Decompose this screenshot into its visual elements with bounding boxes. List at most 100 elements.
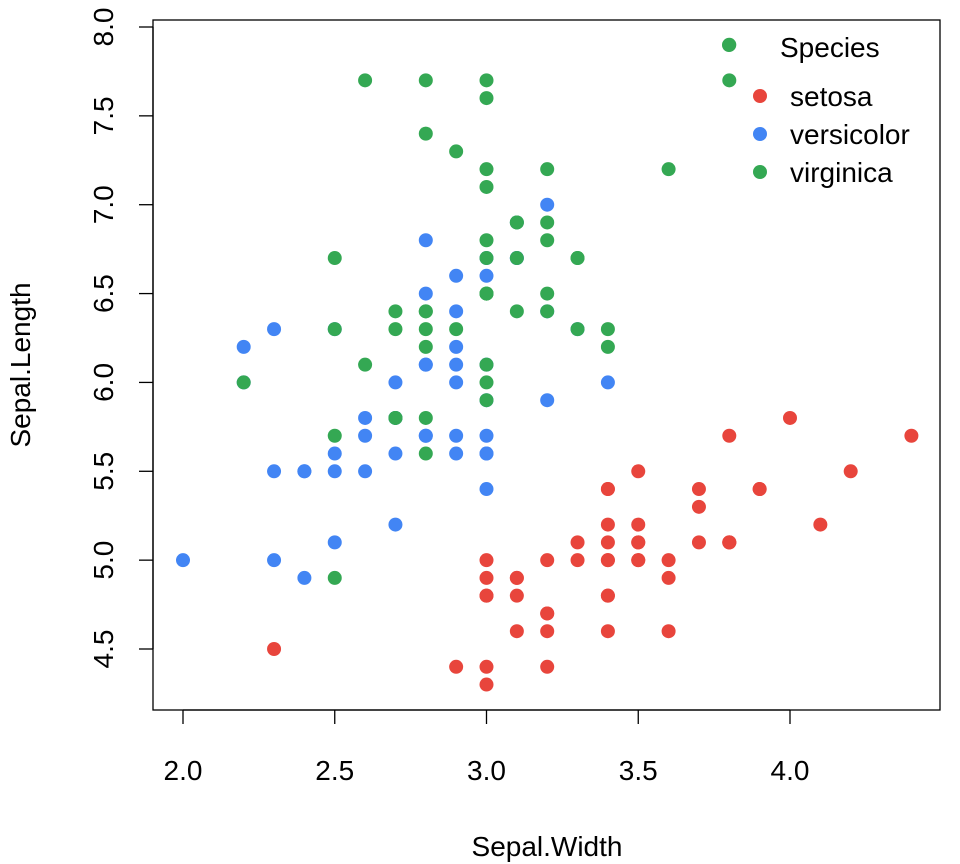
point-setosa [600,482,615,497]
point-virginica [479,233,494,248]
point-versicolor [327,446,342,461]
point-setosa [631,535,646,550]
y-axis: 4.5 5.0 5.5 6.0 6.5 7.0 7.5 8.0 [88,8,154,669]
x-axis: 2.0 2.5 3.0 3.5 4.0 [164,709,810,786]
point-virginica [479,162,494,177]
point-virginica [479,251,494,266]
point-virginica [449,322,464,337]
point-virginica [418,126,433,141]
point-virginica [540,215,555,230]
point-versicolor [479,446,494,461]
point-versicolor [388,446,403,461]
legend-marker-versicolor [753,127,767,141]
point-virginica [509,215,524,230]
point-virginica [418,339,433,354]
point-setosa [631,464,646,479]
point-virginica [479,357,494,372]
point-virginica [479,73,494,88]
point-setosa [540,659,555,674]
point-setosa [600,517,615,532]
legend-entry-virginica: virginica [790,157,893,188]
point-setosa [540,624,555,639]
point-setosa [600,553,615,568]
y-tick-label: 6.5 [88,274,119,313]
point-virginica [479,286,494,301]
point-versicolor [327,464,342,479]
point-versicolor [540,393,555,408]
point-versicolor [479,482,494,497]
point-setosa [722,428,737,443]
point-versicolor [267,464,282,479]
point-versicolor [449,339,464,354]
point-virginica [418,73,433,88]
point-virginica [509,251,524,266]
point-setosa [509,588,524,603]
point-virginica [418,446,433,461]
point-virginica [661,162,676,177]
point-virginica [449,144,464,159]
point-virginica [600,339,615,354]
point-virginica [388,304,403,319]
point-versicolor [388,517,403,532]
point-virginica [509,304,524,319]
point-virginica [388,322,403,337]
point-versicolor [267,322,282,337]
point-virginica [540,162,555,177]
point-setosa [691,535,706,550]
x-tick-label: 4.0 [771,755,810,786]
point-setosa [570,553,585,568]
point-setosa [752,482,767,497]
point-setosa [691,499,706,514]
point-versicolor [327,535,342,550]
point-virginica [358,73,373,88]
point-virginica [479,375,494,390]
legend-marker-setosa [753,89,767,103]
point-versicolor [388,375,403,390]
point-versicolor [540,197,555,212]
point-versicolor [449,357,464,372]
point-virginica [327,428,342,443]
point-setosa [631,553,646,568]
point-virginica [479,91,494,106]
point-setosa [661,624,676,639]
point-versicolor [358,464,373,479]
point-versicolor [418,233,433,248]
x-tick-label: 2.5 [315,755,354,786]
point-setosa [540,553,555,568]
point-virginica [540,304,555,319]
point-virginica [388,410,403,425]
point-setosa [540,606,555,621]
point-versicolor [176,553,190,568]
point-setosa [631,517,646,532]
point-setosa [479,588,494,603]
x-tick-label: 3.5 [619,755,658,786]
point-setosa [904,428,919,443]
point-setosa [449,659,464,674]
point-setosa [722,535,737,550]
point-setosa [600,624,615,639]
point-setosa [813,517,828,532]
point-setosa [783,410,797,425]
point-versicolor [358,410,373,425]
point-virginica [358,357,373,372]
point-setosa [479,553,494,568]
point-virginica [540,286,555,301]
point-versicolor [358,428,373,443]
point-setosa [509,624,524,639]
point-virginica [479,179,494,194]
y-tick-label: 8.0 [88,8,119,47]
point-virginica [418,410,433,425]
y-tick-label: 6.0 [88,363,119,402]
point-virginica [722,73,737,88]
y-tick-label: 4.5 [88,630,119,669]
point-versicolor [449,375,464,390]
point-setosa [600,588,615,603]
legend-title: Species [780,32,880,63]
point-versicolor [449,446,464,461]
point-setosa [600,535,615,550]
point-versicolor [600,375,615,390]
point-virginica [327,251,342,266]
point-setosa [509,570,524,585]
legend-marker-virginica [753,165,767,179]
x-tick-label: 3.0 [467,755,506,786]
